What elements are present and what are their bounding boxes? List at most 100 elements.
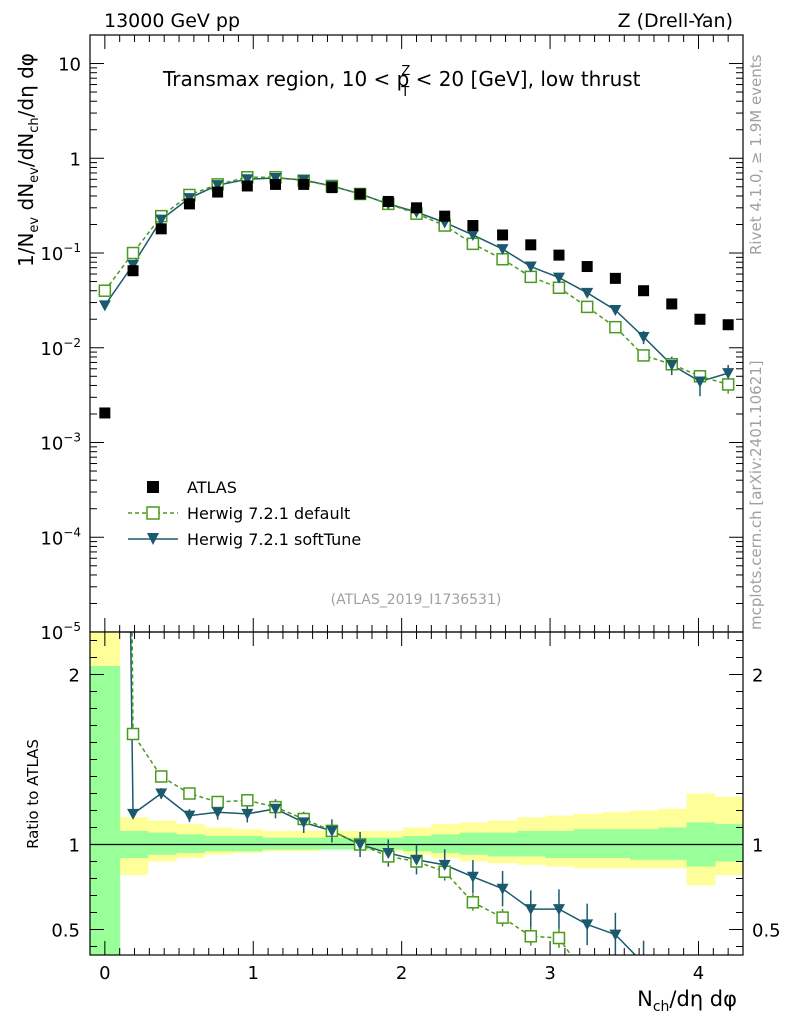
default-line	[104, 176, 729, 386]
ratio-series-group	[126, 632, 650, 970]
softtune-point	[693, 376, 706, 388]
ratio-y-tick-label: 0.5	[51, 921, 80, 942]
process-label: Z (Drell-Yan)	[618, 10, 733, 32]
ratio-softtune-point	[269, 803, 282, 815]
default-point	[524, 270, 538, 284]
rivet-label: Rivet 4.1.0, ≥ 1.9M events	[747, 54, 765, 255]
atlas-point	[155, 223, 167, 235]
ratio-plot-frame	[89, 631, 744, 956]
x-axis-label: Nch/dη dφ	[637, 987, 737, 1015]
inner-uncertainty-band	[517, 830, 547, 857]
atlas-point	[666, 298, 678, 310]
ratio-default-point	[154, 770, 168, 783]
main-y-tick-label: 1	[70, 149, 81, 170]
title-sup: Z	[401, 64, 410, 79]
ratio-y-tick-label-right: 1	[752, 836, 763, 857]
atlas-point	[382, 195, 394, 207]
inner-uncertainty-band	[147, 832, 177, 855]
legend-marker-default	[146, 506, 160, 520]
default-point	[98, 284, 112, 297]
energy-label: 13000 GeV pp	[104, 10, 240, 32]
ylabel-part-2: dN	[14, 183, 38, 217]
softtune-point	[155, 214, 168, 226]
atlas-point	[99, 407, 111, 419]
ratio-default-point	[241, 794, 254, 807]
ratio-softtune-point	[410, 854, 423, 866]
softtune-point	[722, 368, 735, 380]
title-part-pre: Transmax region, 10 < p	[162, 67, 409, 91]
ratio-softtune-point	[496, 883, 509, 895]
atlas-point	[298, 178, 310, 190]
x-tick-label: 4	[693, 963, 704, 984]
ratio-y-tick-label-right: 0.5	[752, 921, 781, 942]
atlas-point	[497, 229, 509, 241]
ylabel-part-3: /dN	[14, 133, 38, 167]
atlas-point	[609, 272, 621, 284]
ylabel-part-1: 1/N	[14, 233, 38, 267]
default-point	[580, 300, 594, 314]
default-point	[609, 320, 622, 334]
ratio-softtune-point	[354, 839, 367, 851]
legend-marker-atlas	[147, 481, 159, 493]
atlas-point	[722, 319, 734, 331]
ratio-softtune-point	[638, 959, 650, 970]
watermark: (ATLAS_2019_I1736531)	[331, 592, 502, 608]
ratio-softtune-point	[325, 825, 338, 837]
legend-label-atlas: ATLAS	[187, 478, 237, 497]
ratio-softtune-point	[466, 871, 479, 883]
inner-uncertainty-band	[262, 837, 291, 850]
atlas-point	[411, 202, 422, 214]
ratio-default-line	[131, 632, 560, 939]
ratio-axis-ticks: 0.5 0.5 1 1 2 2 0 1 2 3 4	[51, 632, 781, 984]
atlas-point	[553, 249, 565, 261]
legend: ATLAS Herwig 7.2.1 default Herwig 7.2.1 …	[128, 478, 361, 549]
atlas-point	[581, 261, 593, 273]
ylabel-part-4: /dη dφ	[14, 53, 38, 117]
title-part-post: < 20 [GeV], low thrust	[409, 67, 640, 91]
main-y-tick-label: 10−3	[40, 431, 81, 455]
inner-uncertainty-band	[658, 827, 688, 860]
main-plot-title: Transmax region, 10 < pZ T < 20 [GeV], lo…	[162, 64, 641, 100]
atlas-point	[638, 285, 650, 297]
softtune-point	[552, 272, 565, 284]
x-tick-label: 3	[544, 963, 555, 984]
ratio-softtune-point	[438, 859, 451, 871]
inner-uncertainty-band	[374, 837, 404, 850]
main-y-tick-label: 10	[58, 55, 81, 76]
main-y-tick-label: 10−5	[40, 620, 81, 644]
softtune-point	[609, 305, 622, 317]
xlabel-part-1: N	[637, 987, 653, 1011]
ratio-default-point	[552, 931, 566, 945]
ratio-softtune-point	[552, 904, 565, 916]
legend-label-default: Herwig 7.2.1 default	[187, 504, 350, 523]
inner-uncertainty-band	[459, 832, 489, 855]
softtune-point	[581, 287, 594, 299]
ratio-plot-series	[126, 632, 650, 970]
inner-uncertainty-band	[290, 837, 320, 850]
default-point	[637, 349, 650, 362]
x-tick-label: 2	[396, 963, 407, 984]
legend-marker-softtune	[147, 533, 159, 545]
ylabel-sub-1: ev	[27, 217, 42, 233]
atlas-point	[525, 239, 537, 251]
atlas-point	[127, 265, 139, 277]
inner-uncertainty-band	[232, 836, 263, 852]
ratio-default-point	[183, 787, 196, 800]
inner-uncertainty-band	[573, 829, 603, 859]
ratio-default-point	[466, 896, 480, 909]
atlas-point	[270, 178, 282, 190]
ratio-default-point	[126, 727, 140, 741]
atlas-point	[694, 313, 706, 325]
ratio-y-axis-label: Ratio to ATLAS	[24, 739, 42, 849]
ratio-default-point	[496, 911, 509, 924]
main-y-tick-label: 10−1	[40, 241, 81, 265]
main-axis-ticks: 10 1 10−1 10−2 10−3 10−4 10−5	[40, 34, 744, 644]
ratio-default-point	[524, 930, 538, 943]
atlas-point	[183, 198, 195, 210]
ratio-softtune-point	[241, 808, 254, 820]
atlas-point	[354, 188, 366, 200]
main-y-tick-label: 10−2	[40, 336, 81, 360]
ratio-softtune-point	[183, 810, 196, 822]
atlas-point	[241, 180, 253, 192]
